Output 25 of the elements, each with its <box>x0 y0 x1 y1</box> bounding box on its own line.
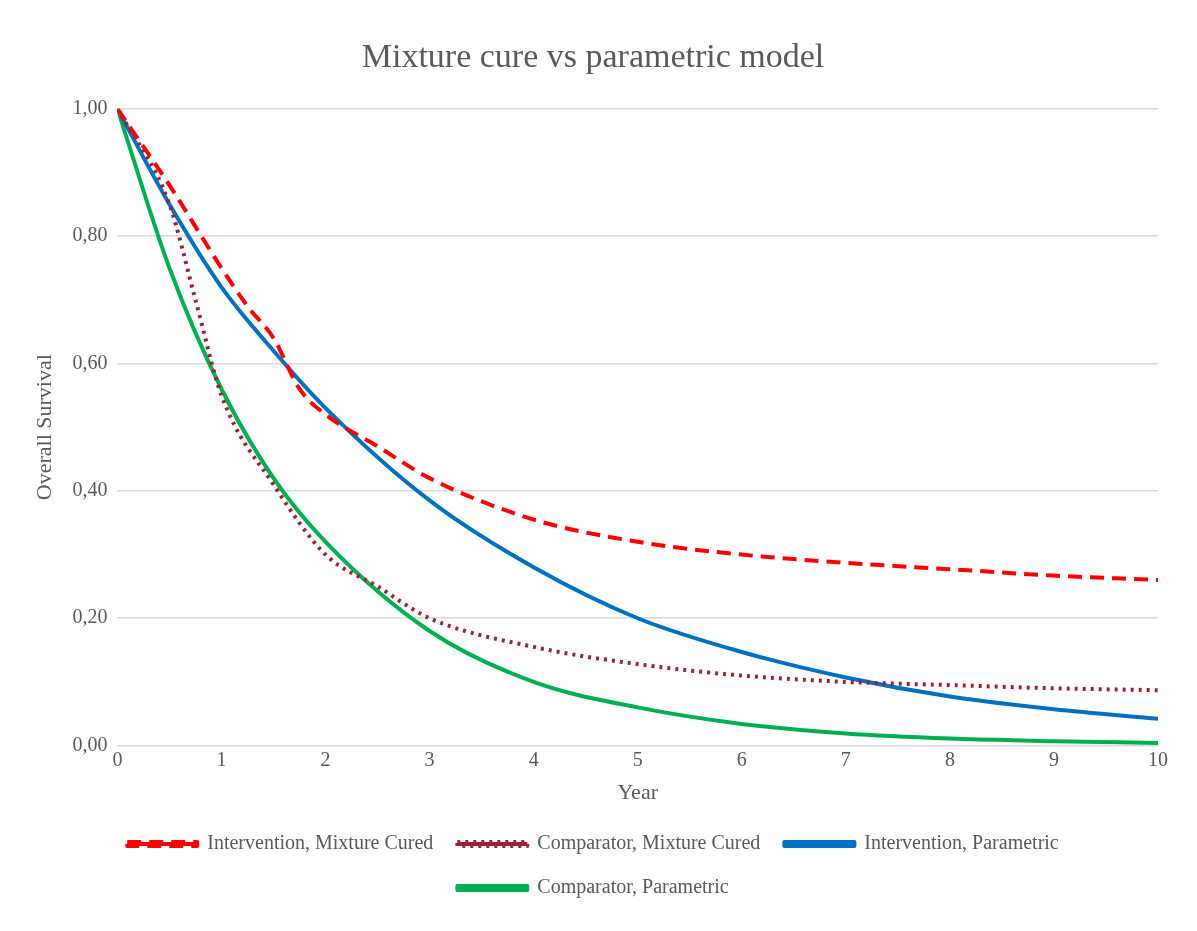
x-tick-label: 1 <box>216 747 227 770</box>
x-tick-label: 8 <box>944 747 955 770</box>
y-tick-label: 0,40 <box>72 478 108 501</box>
x-tick-label: 7 <box>840 747 851 770</box>
y-tick-label: 1,00 <box>72 96 108 119</box>
y-tick-label: 0,20 <box>72 605 108 628</box>
y-tick-label: 0,00 <box>72 732 108 755</box>
x-tick-label: 3 <box>424 747 435 770</box>
x-tick-label: 9 <box>1048 747 1059 770</box>
x-tick-label: 2 <box>320 747 331 770</box>
y-axis-title: Overall Survival <box>30 354 56 501</box>
y-tick-label: 0,60 <box>72 350 108 373</box>
legend-label: Intervention, Mixture Cured <box>207 831 434 854</box>
legend-label: Comparator, Mixture Cured <box>537 831 761 855</box>
x-tick-label: 5 <box>632 747 643 770</box>
x-axis-title: Year <box>617 778 659 804</box>
x-tick-label: 6 <box>736 747 747 770</box>
x-tick-label: 4 <box>528 747 539 770</box>
x-tick-label: 10 <box>1148 747 1168 770</box>
legend-label: Comparator, Parametric <box>537 875 729 899</box>
line-series <box>117 108 1158 583</box>
x-tick-label: 0 <box>112 747 123 770</box>
chart-title: Mixture cure vs parametric model <box>361 37 825 75</box>
legend-label: Intervention, Parametric <box>864 831 1059 854</box>
y-tick-label: 0,80 <box>72 223 108 246</box>
